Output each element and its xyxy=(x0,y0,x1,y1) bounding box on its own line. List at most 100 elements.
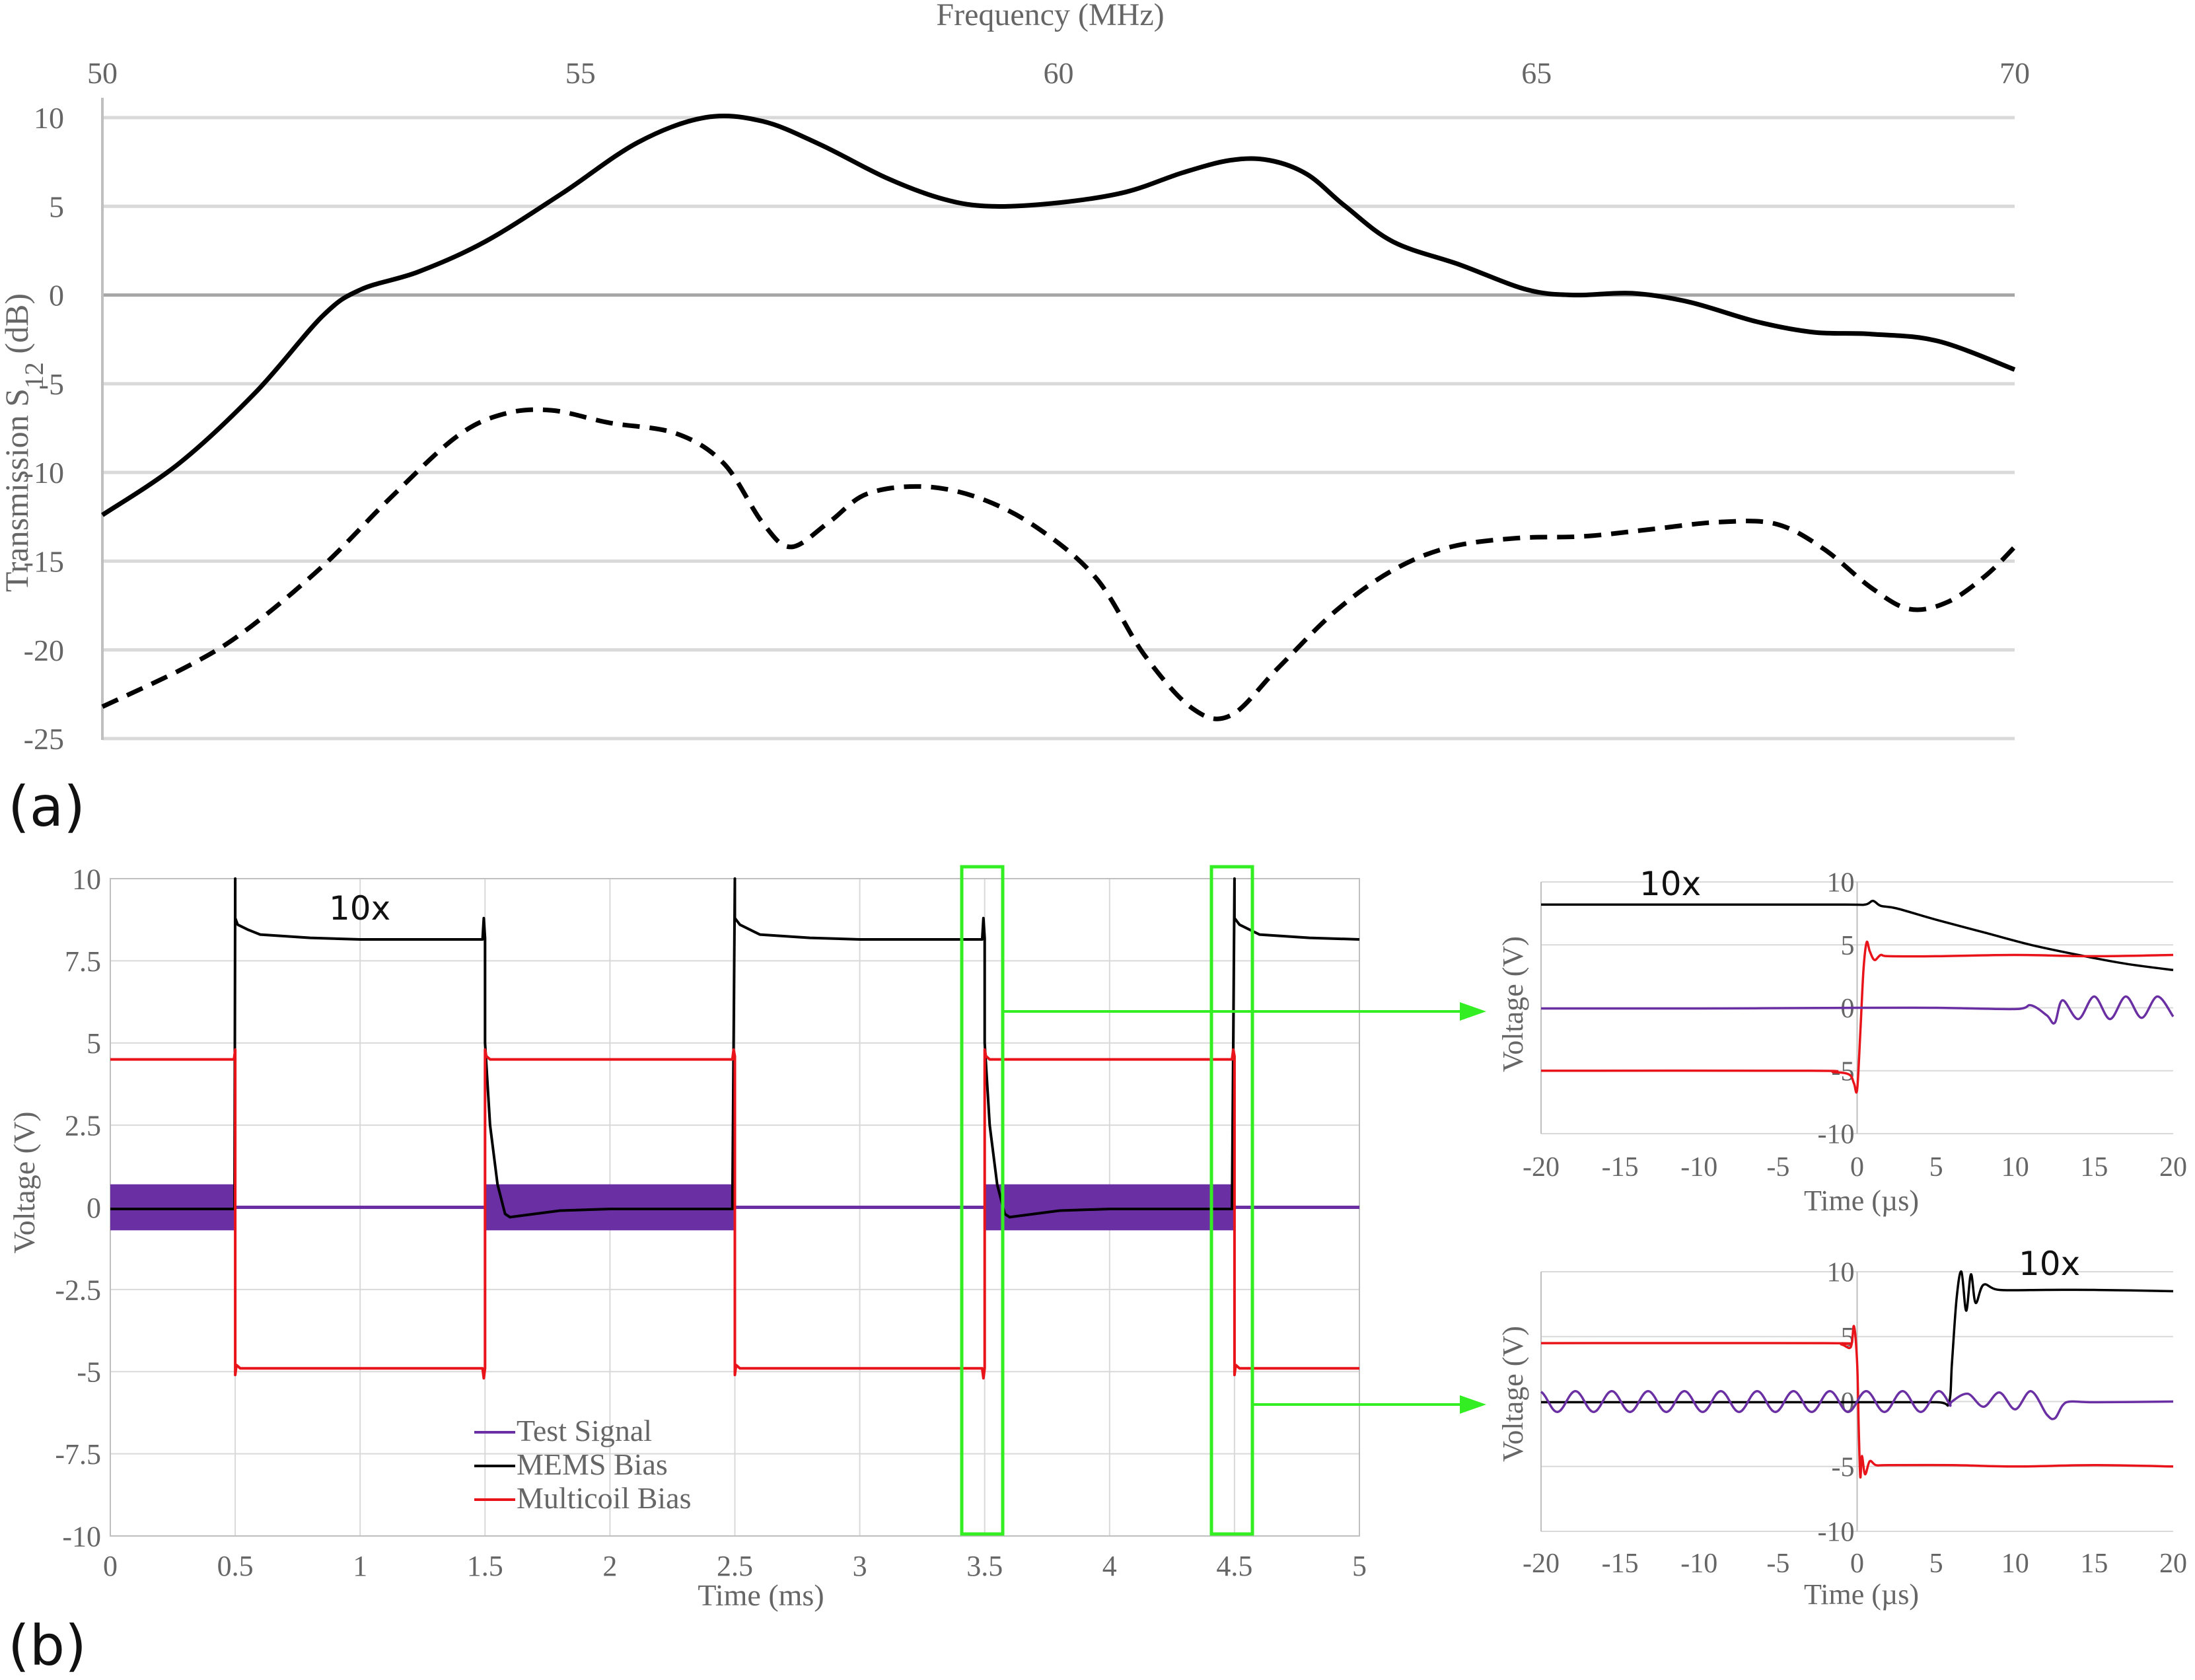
x-tick-label: -5 xyxy=(1766,1549,1789,1579)
series-test-signal xyxy=(1540,995,2175,1025)
x-tick-label: 15 xyxy=(2080,1549,2108,1579)
series-test-signal-burst xyxy=(485,1184,735,1231)
x-tick-label: 0 xyxy=(103,1550,118,1582)
panel-a-y-axis-title-unit: (dB) xyxy=(0,293,35,362)
series-mems-bias xyxy=(1541,1270,2174,1407)
y-tick-label: 10 xyxy=(1827,868,1855,898)
zoom-bottom-x-tick-labels: -20 -15 -10 -5 0 5 10 15 20 xyxy=(1523,1549,2187,1579)
legend-mems-bias-label: MEMS Bias xyxy=(517,1447,668,1481)
panel-b-time-chart: 10 7.5 5 2.5 0 -2.5 -5 -7.5 -10 0 0.5 1 1.5 2 2.5 3 3.5… xyxy=(7,863,1486,1678)
panel-b-legend: Test Signal MEMS Bias Multicoil Bias xyxy=(474,1414,692,1515)
y-tick-label: -10 xyxy=(24,456,64,490)
zoom-box-second xyxy=(1209,865,1254,1536)
x-tick-label: 3 xyxy=(853,1550,867,1582)
y-tick-label: 0 xyxy=(87,1192,101,1224)
x-tick-label: 60 xyxy=(1044,56,1074,90)
panel-a-x-axis-title: Frequency (MHz) xyxy=(936,0,1164,32)
x-tick-label: 5 xyxy=(1929,1152,1943,1183)
y-tick-label: 2.5 xyxy=(65,1110,101,1142)
series-test-signal-burst xyxy=(110,1184,236,1231)
series-multicoil-bias xyxy=(1540,940,2174,1094)
zoom-top-x-axis-title: Time (µs) xyxy=(1804,1185,1919,1217)
legend-multicoil-bias-label: Multicoil Bias xyxy=(517,1481,692,1515)
x-tick-label: 1 xyxy=(353,1550,367,1582)
x-tick-label: -10 xyxy=(1680,1152,1717,1183)
zoom-indicators xyxy=(960,865,1486,1536)
zoom-bottom-x-axis-title: Time (µs) xyxy=(1804,1578,1919,1611)
x-tick-label: 15 xyxy=(2080,1152,2108,1183)
x-tick-label: -15 xyxy=(1602,1549,1639,1579)
x-tick-label: -5 xyxy=(1766,1152,1789,1183)
zoom-top-scale-annotation: 10x xyxy=(1639,865,1701,903)
series-line-dashed xyxy=(101,407,2017,721)
x-tick-label: 4.5 xyxy=(1216,1550,1252,1582)
series-test-signal-burst xyxy=(984,1184,1235,1231)
y-tick-label: -2.5 xyxy=(55,1274,101,1306)
panel-a-y-axis-title-subscript: 12 xyxy=(19,362,49,388)
x-tick-label: -20 xyxy=(1523,1549,1560,1579)
y-tick-label: -25 xyxy=(24,722,64,756)
y-tick-label: -20 xyxy=(24,634,64,667)
panel-a-y-axis-title-main: Transmission S xyxy=(0,388,35,592)
panel-b-label: (b) xyxy=(8,1613,87,1678)
zoom-box-first xyxy=(960,865,1005,1536)
y-tick-label: -5 xyxy=(1832,1452,1855,1482)
x-tick-label: 4 xyxy=(1102,1550,1117,1582)
x-tick-label: 20 xyxy=(2159,1549,2187,1579)
panel-a-grid xyxy=(102,116,2015,741)
y-tick-label: -10 xyxy=(1818,1517,1855,1548)
y-tick-label: -10 xyxy=(62,1520,101,1552)
x-tick-label: 3.5 xyxy=(966,1550,1003,1582)
x-tick-label: 0.5 xyxy=(217,1550,254,1582)
x-tick-label: 50 xyxy=(87,56,118,90)
panel-b-y-tick-labels: 10 7.5 5 2.5 0 -2.5 -5 -7.5 -10 xyxy=(55,863,101,1552)
x-tick-label: 70 xyxy=(1999,56,2030,90)
y-tick-label: -15 xyxy=(24,545,64,579)
y-tick-label: 0 xyxy=(49,279,64,312)
x-tick-label: 65 xyxy=(1521,56,1552,90)
y-tick-label: 10 xyxy=(72,863,101,895)
zoom-arrow-top-head xyxy=(1460,1002,1486,1021)
series-test-signal xyxy=(1540,1390,2174,1420)
x-tick-label: 10 xyxy=(2001,1549,2029,1579)
panel-b-x-axis-title: Time (ms) xyxy=(698,1578,824,1612)
x-tick-label: 20 xyxy=(2159,1152,2187,1183)
zoom-bottom-y-axis-title: Voltage (V) xyxy=(1497,1326,1529,1462)
panel-b-scale-annotation: 10x xyxy=(329,889,390,928)
y-tick-label: -7.5 xyxy=(55,1438,101,1471)
y-tick-label: 10 xyxy=(1827,1258,1855,1288)
x-tick-label: 5 xyxy=(1929,1549,1943,1579)
y-tick-label: 5 xyxy=(49,190,64,223)
x-tick-label: -20 xyxy=(1523,1152,1560,1183)
y-tick-label: -5 xyxy=(39,367,64,401)
y-tick-label: 10 xyxy=(34,101,64,135)
zoom-bottom-series xyxy=(1540,1270,2174,1479)
x-tick-label: 5 xyxy=(1352,1550,1367,1582)
x-tick-label: 55 xyxy=(565,56,596,90)
panel-b-y-axis-title: Voltage (V) xyxy=(7,1111,41,1253)
y-tick-label: -5 xyxy=(77,1356,101,1389)
x-tick-label: 2 xyxy=(602,1550,617,1582)
y-tick-label: 7.5 xyxy=(65,945,101,978)
x-tick-label: 10 xyxy=(2001,1152,2029,1183)
series-multicoil-bias xyxy=(1540,1325,2174,1479)
panel-b-x-tick-labels: 0 0.5 1 1.5 2 2.5 3 3.5 4 4.5 5 xyxy=(103,1550,1367,1582)
y-tick-label: -10 xyxy=(1818,1120,1855,1150)
x-tick-label: -15 xyxy=(1602,1152,1639,1183)
series-multicoil-bias xyxy=(110,1048,1359,1380)
x-tick-label: 0 xyxy=(1850,1549,1864,1579)
legend-test-signal-label: Test Signal xyxy=(517,1414,652,1447)
x-tick-label: -10 xyxy=(1680,1549,1717,1579)
zoom-bottom-scale-annotation: 10x xyxy=(2019,1245,2080,1283)
x-tick-label: 2.5 xyxy=(717,1550,753,1582)
y-tick-label: 5 xyxy=(1841,931,1855,961)
panel-a-y-axis-title: Transmission S12 (dB) xyxy=(0,293,49,592)
zoom-top-series xyxy=(1540,899,2175,1094)
zoom-top-y-axis-title: Voltage (V) xyxy=(1497,936,1529,1072)
panel-a-y-tick-labels: 10 5 0 -5 -10 -15 -20 -25 xyxy=(24,101,64,756)
zoom-arrow-bottom-head xyxy=(1460,1395,1486,1414)
panel-a-label: (a) xyxy=(8,774,85,839)
